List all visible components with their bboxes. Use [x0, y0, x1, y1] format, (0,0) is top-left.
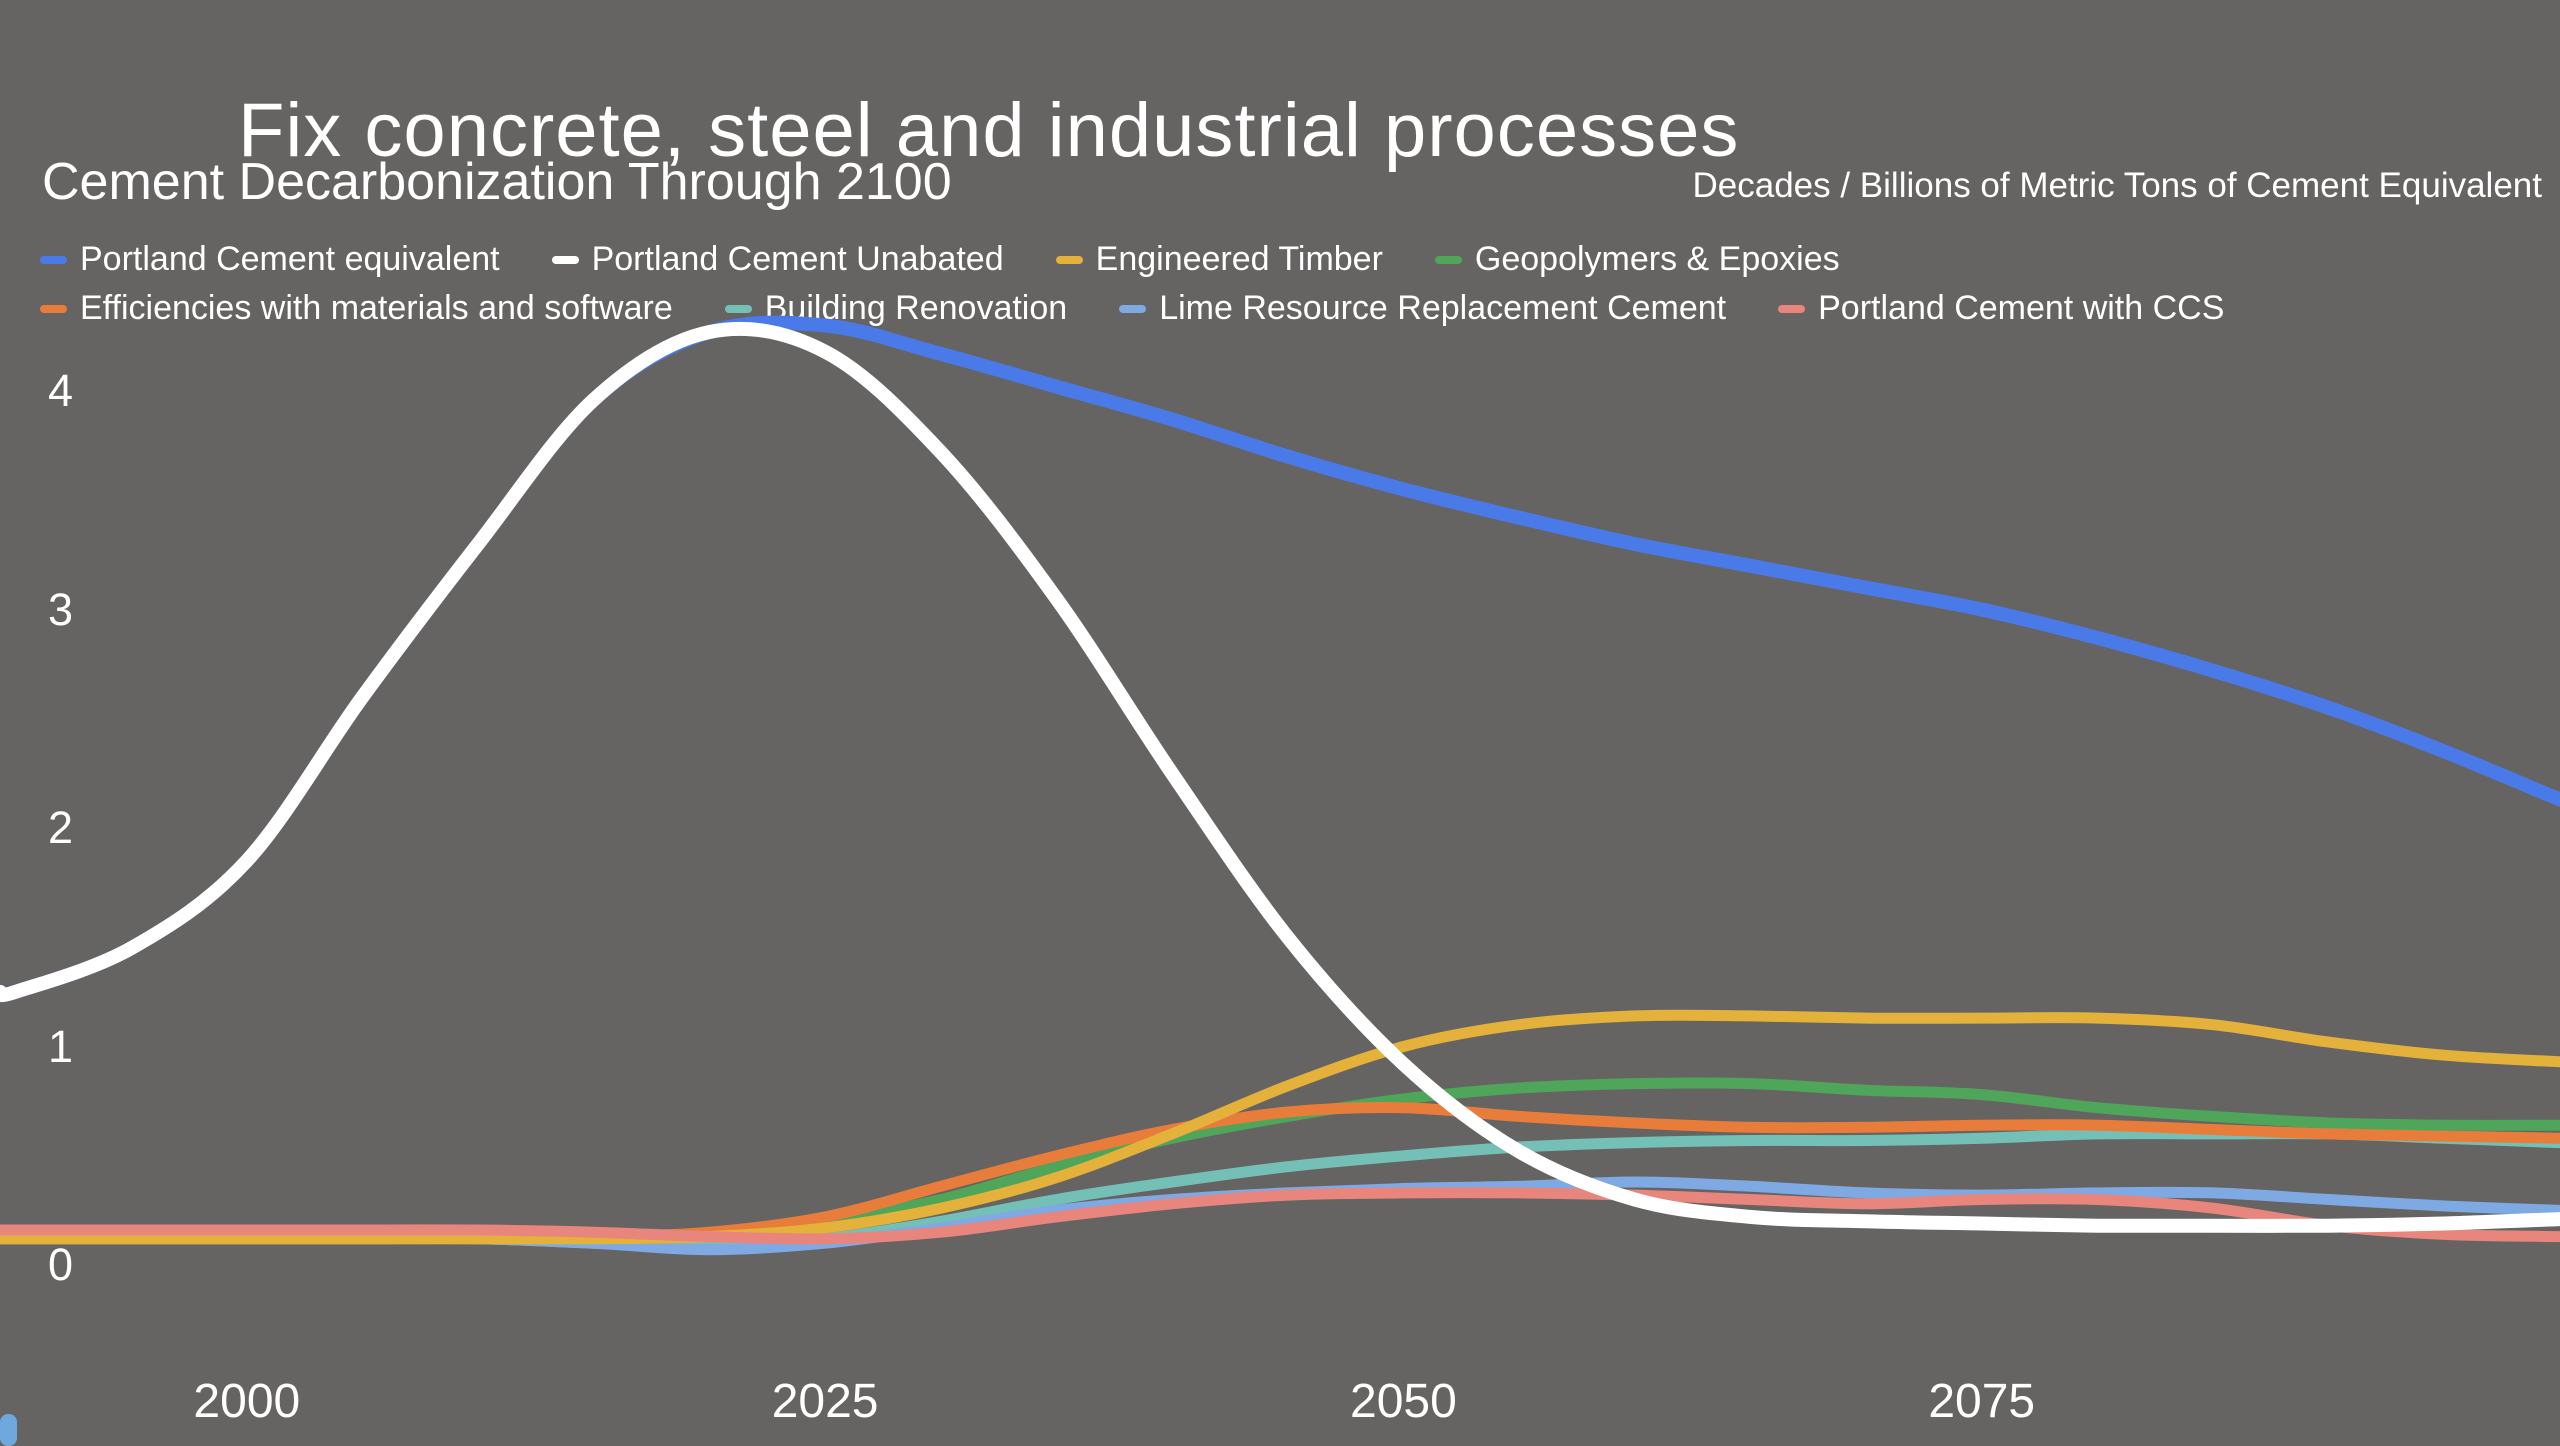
legend-item: Portland Cement equivalent	[40, 240, 500, 279]
legend-label: Efficiencies with materials and software	[80, 289, 673, 327]
legend-item: Portland Cement with CCS	[1778, 289, 2224, 328]
legend-item: Geopolymers & Epoxies	[1434, 240, 1840, 279]
legend-swatch	[40, 255, 67, 264]
x-tick-label: 2050	[1350, 1375, 1457, 1428]
legend-row: Portland Cement equivalent Portland Cemen…	[40, 240, 2224, 279]
legend-swatch	[1434, 255, 1462, 264]
legend-item: Portland Cement Unabated	[551, 240, 1004, 279]
legend-item: Efficiencies with materials and software	[40, 289, 673, 328]
legend-row: Efficiencies with materials and software…	[40, 289, 2224, 328]
legend-label: Geopolymers & Epoxies	[1474, 240, 1840, 278]
y-tick-label: 0	[48, 1239, 74, 1290]
series-line	[0, 1009, 2560, 1245]
y-tick-label: 3	[48, 583, 74, 635]
legend-item: Engineered Timber	[1055, 240, 1383, 279]
legend-swatch	[1119, 304, 1147, 313]
axis-units-note: Decades / Billions of Metric Tons of Cem…	[1692, 166, 2543, 205]
legend-item: Lime Resource Replacement Cement	[1119, 289, 1726, 328]
series-line	[0, 321, 2560, 1233]
x-tick-label: 2075	[1928, 1375, 2036, 1428]
y-tick-label: 4	[48, 365, 74, 416]
x-tick-label: 2025	[771, 1375, 879, 1428]
legend-label: Portland Cement with CCS	[1818, 289, 2225, 327]
legend-label: Portland Cement Unabated	[591, 240, 1004, 278]
x-tick-label: 2000	[193, 1375, 301, 1428]
legend-swatch	[1778, 304, 1806, 313]
legend-label: Engineered Timber	[1095, 240, 1383, 278]
y-tick-label: 2	[48, 802, 74, 853]
chart-legend: Portland Cement equivalent Portland Cemen…	[40, 240, 2224, 328]
chart-title: Cement Decarbonization Through 2100	[42, 153, 952, 211]
slide-title: Fix concrete, steel and industrial proce…	[238, 87, 1740, 173]
corner-accent-shape	[0, 1414, 17, 1446]
legend-label: Lime Resource Replacement Cement	[1159, 289, 1727, 327]
y-tick-label: 1	[48, 1020, 74, 1072]
legend-swatch	[551, 255, 579, 264]
series-line	[0, 1077, 2560, 1245]
legend-swatch	[1055, 255, 1083, 264]
legend-label: Portland Cement equivalent	[80, 240, 500, 278]
series-line	[0, 1187, 2560, 1245]
legend-swatch	[40, 304, 67, 313]
legend-swatch	[724, 304, 752, 313]
